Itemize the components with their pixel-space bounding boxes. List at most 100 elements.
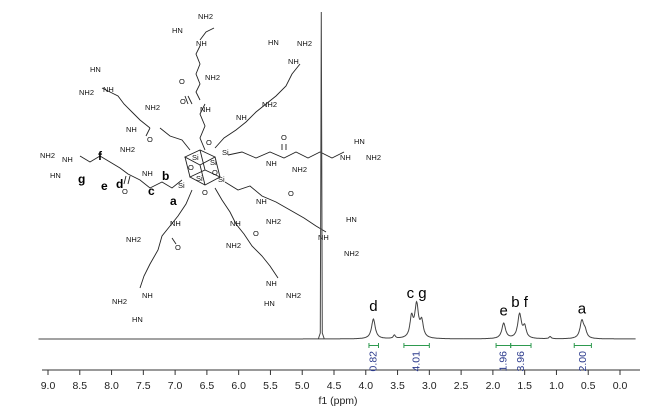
arm-ll-amine: NH2 xyxy=(126,235,141,244)
x-tick-label-5: 6.5 xyxy=(200,380,215,392)
arm-ur-amine: NH2 xyxy=(262,100,277,109)
arm-ul-oxygen: O xyxy=(147,135,153,144)
integral-bar-0 xyxy=(368,343,379,348)
cage-o-4: O xyxy=(202,188,208,197)
arm-lr-terminal-amine: NH2 xyxy=(344,249,359,258)
arm-ll-terminal-amine: NH2 xyxy=(112,297,127,306)
integral-bar-1 xyxy=(403,343,430,348)
chain-letter-b: b xyxy=(162,169,169,183)
cage-o-1: O xyxy=(206,138,212,147)
arm-top-terminal-amine: NH2 xyxy=(198,12,213,21)
x-axis-ticks: 9.0 8.5 8.0 7.5 7.0 6.5 6.0 5.5 5.0 4.5 4.0 3.5 3.0 2… xyxy=(41,370,627,392)
arm-top-nh: NH xyxy=(196,39,207,48)
arm-ul-amine: NH2 xyxy=(145,103,160,112)
x-tick-label-14: 2.0 xyxy=(486,380,501,392)
arm-ul-imine: HN xyxy=(90,65,101,74)
arm-lr-amine: NH2 xyxy=(266,217,281,226)
cage-o-3: O xyxy=(212,168,218,177)
arm-b-amide-nh: NH xyxy=(230,219,241,228)
arm-top-amide-nh: NH xyxy=(200,105,211,114)
arm-lr-nh: NH xyxy=(318,233,329,242)
solvent-peak xyxy=(317,11,325,340)
arm-ll-imine: HN xyxy=(132,315,143,324)
arm-l-terminal-amine: NH2 xyxy=(40,151,55,160)
arm-b-oxygen: O xyxy=(253,229,259,238)
arm-ll-nh: NH xyxy=(142,291,153,300)
x-tick-label-0: 9.0 xyxy=(41,380,56,392)
arm-r-oxygen: O xyxy=(281,133,287,142)
arm-l-amide-nh: NH xyxy=(142,169,153,178)
peak-labels: d c g eb f a xyxy=(369,285,586,320)
x-tick-label-6: 6.0 xyxy=(231,380,246,392)
arm-b-imine: HN xyxy=(264,299,275,308)
arm-lr-oxygen: O xyxy=(288,189,294,198)
arm-ul-amide-nh: NH xyxy=(126,125,137,134)
x-tick-label-15: 1.5 xyxy=(517,380,532,392)
x-tick-label-1: 8.5 xyxy=(72,380,87,392)
arm-l-nh: NH xyxy=(62,155,73,164)
arm-ll-oxygen: O xyxy=(175,243,181,252)
x-tick-label-8: 5.0 xyxy=(295,380,310,392)
arm-l-oxygen: O xyxy=(122,187,128,196)
x-axis-title: f1 (ppm) xyxy=(318,395,357,407)
silsesquioxane-cage: Si Si Si Si Si Si O O O O xyxy=(178,138,229,197)
cage-si-6: Si xyxy=(178,181,185,190)
peak-label-4: a xyxy=(578,300,587,317)
arm-b-amine: NH2 xyxy=(226,241,241,250)
integral-value-4: 2.00 xyxy=(577,351,589,372)
integral-bar-3 xyxy=(510,343,532,348)
arm-ul-terminal-amine: NH2 xyxy=(79,88,94,97)
x-tick-label-17: 0.5 xyxy=(581,380,596,392)
x-tick-label-2: 8.0 xyxy=(104,380,119,392)
cage-si-3: Si xyxy=(196,174,203,183)
arm-top-amine: NH2 xyxy=(205,73,220,82)
x-tick-label-13: 2.5 xyxy=(454,380,469,392)
x-tick-label-7: 5.5 xyxy=(263,380,278,392)
chain-letter-e: e xyxy=(101,179,108,193)
arm-r-nh: NH xyxy=(340,153,351,162)
cage-si-5: Si xyxy=(222,148,229,157)
integral-value-2: 1.96 xyxy=(497,351,509,372)
integral-bar-4 xyxy=(573,343,592,348)
arm-r-amine: NH2 xyxy=(292,165,307,174)
molecule-structure: Si Si Si Si Si Si O O O O NH O O NH2 NH … xyxy=(40,12,381,324)
peak-label-1: c g xyxy=(407,285,427,302)
peak-label-3: b f xyxy=(511,294,529,311)
peak-label-0: d xyxy=(369,298,377,315)
chain-letter-c: c xyxy=(148,184,155,198)
cage-si-1: Si xyxy=(192,153,199,162)
chain-letter-a: a xyxy=(170,194,177,208)
x-tick-label-11: 3.5 xyxy=(390,380,405,392)
arm-r-terminal-amine: NH2 xyxy=(366,153,381,162)
chain-letter-f: f xyxy=(98,149,103,163)
arm-b-terminal-amine: NH2 xyxy=(286,291,301,300)
x-tick-label-9: 4.5 xyxy=(327,380,342,392)
chain-letter-d: d xyxy=(116,177,123,191)
arm-ll-amide-nh: NH xyxy=(170,219,181,228)
chain-letter-g: g xyxy=(78,172,85,186)
cage-si-4: Si xyxy=(218,175,225,184)
cage-si-2: Si xyxy=(210,158,217,167)
arm-r-amide-nh: NH xyxy=(266,159,277,168)
arm-ul-nh: NH xyxy=(103,85,114,94)
peak-label-2: e xyxy=(500,303,508,320)
integral-value-1: 4.01 xyxy=(411,351,423,372)
x-tick-label-12: 3.0 xyxy=(422,380,437,392)
arm-ur-nh: NH xyxy=(288,57,299,66)
arm-ur-imine: HN xyxy=(268,38,279,47)
integral-bar-2 xyxy=(495,343,512,348)
x-tick-label-3: 7.5 xyxy=(136,380,151,392)
arm-l-imine: HN xyxy=(50,171,61,180)
arm-lr-imine: HN xyxy=(346,215,357,224)
x-tick-label-16: 1.0 xyxy=(549,380,564,392)
arm-top-oxygen: O xyxy=(180,97,186,106)
arm-lr-amide-nh: NH xyxy=(256,197,267,206)
arm-top-oxygen-2: O xyxy=(179,77,185,86)
arm-l-amine: NH2 xyxy=(120,145,135,154)
arm-b-nh: NH xyxy=(266,279,277,288)
arm-ur-terminal-amine: NH2 xyxy=(297,39,312,48)
cage-o-2: O xyxy=(188,163,194,172)
arm-top-imine: HN xyxy=(172,26,183,35)
